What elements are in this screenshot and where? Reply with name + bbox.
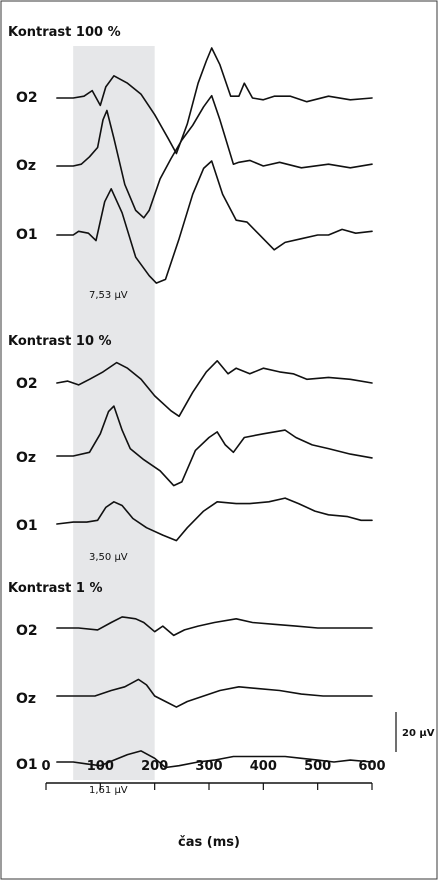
- panel: Kontrast 100 % O2 Oz O1 7,53 µV: [8, 25, 373, 301]
- trace-o1: [56, 750, 373, 769]
- highlight-window: [73, 46, 155, 780]
- x-tick-label: 200: [141, 759, 168, 774]
- channel-label: O1: [16, 757, 38, 773]
- amplitude-label: 3,50 µV: [89, 552, 128, 563]
- amplitude-label: 7,53 µV: [89, 290, 128, 301]
- trace-o1: [56, 497, 373, 542]
- x-axis-title: čas (ms): [178, 835, 240, 850]
- x-tick-label: 0: [41, 759, 50, 774]
- channel-label: O1: [16, 227, 38, 243]
- trace-oz: [56, 405, 373, 487]
- panel-title: Kontrast 100 %: [8, 25, 121, 40]
- x-tick-label: 600: [358, 759, 385, 774]
- channel-label: O2: [16, 90, 38, 106]
- trace-oz: [56, 678, 373, 708]
- x-axis: 0 100 200 300 400 500 600 čas (ms): [41, 759, 385, 850]
- scale-bar-label: 20 µV: [402, 728, 435, 739]
- amplitude-label: 1,61 µV: [89, 785, 128, 796]
- x-ticks: 0 100 200 300 400 500 600: [41, 759, 386, 790]
- channel-label: Oz: [16, 691, 36, 707]
- x-tick-label: 100: [87, 759, 114, 774]
- trace-o2: [56, 616, 373, 637]
- channel-label: Oz: [16, 450, 36, 466]
- channel-label: O2: [16, 376, 38, 392]
- channel-label: O1: [16, 518, 38, 534]
- trace-o2: [56, 360, 373, 418]
- channel-label: Oz: [16, 158, 36, 174]
- panel: Kontrast 10 % O2 Oz O1 3,50 µV: [8, 334, 373, 563]
- trace-o2: [56, 47, 373, 155]
- panels: Kontrast 100 % O2 Oz O1 7,53 µV Kontrast 10 %…: [8, 25, 373, 796]
- channel-label: O2: [16, 623, 38, 639]
- x-tick-label: 400: [250, 759, 277, 774]
- x-tick-label: 300: [195, 759, 222, 774]
- panel-title: Kontrast 1 %: [8, 581, 103, 596]
- x-tick-label: 500: [304, 759, 331, 774]
- panel-title: Kontrast 10 %: [8, 334, 112, 349]
- scale-bar: 20 µV: [395, 712, 435, 752]
- trace-oz: [56, 94, 373, 219]
- trace-o1: [56, 160, 373, 284]
- panel: Kontrast 1 % O2 Oz O1 1,61 µV: [8, 581, 373, 796]
